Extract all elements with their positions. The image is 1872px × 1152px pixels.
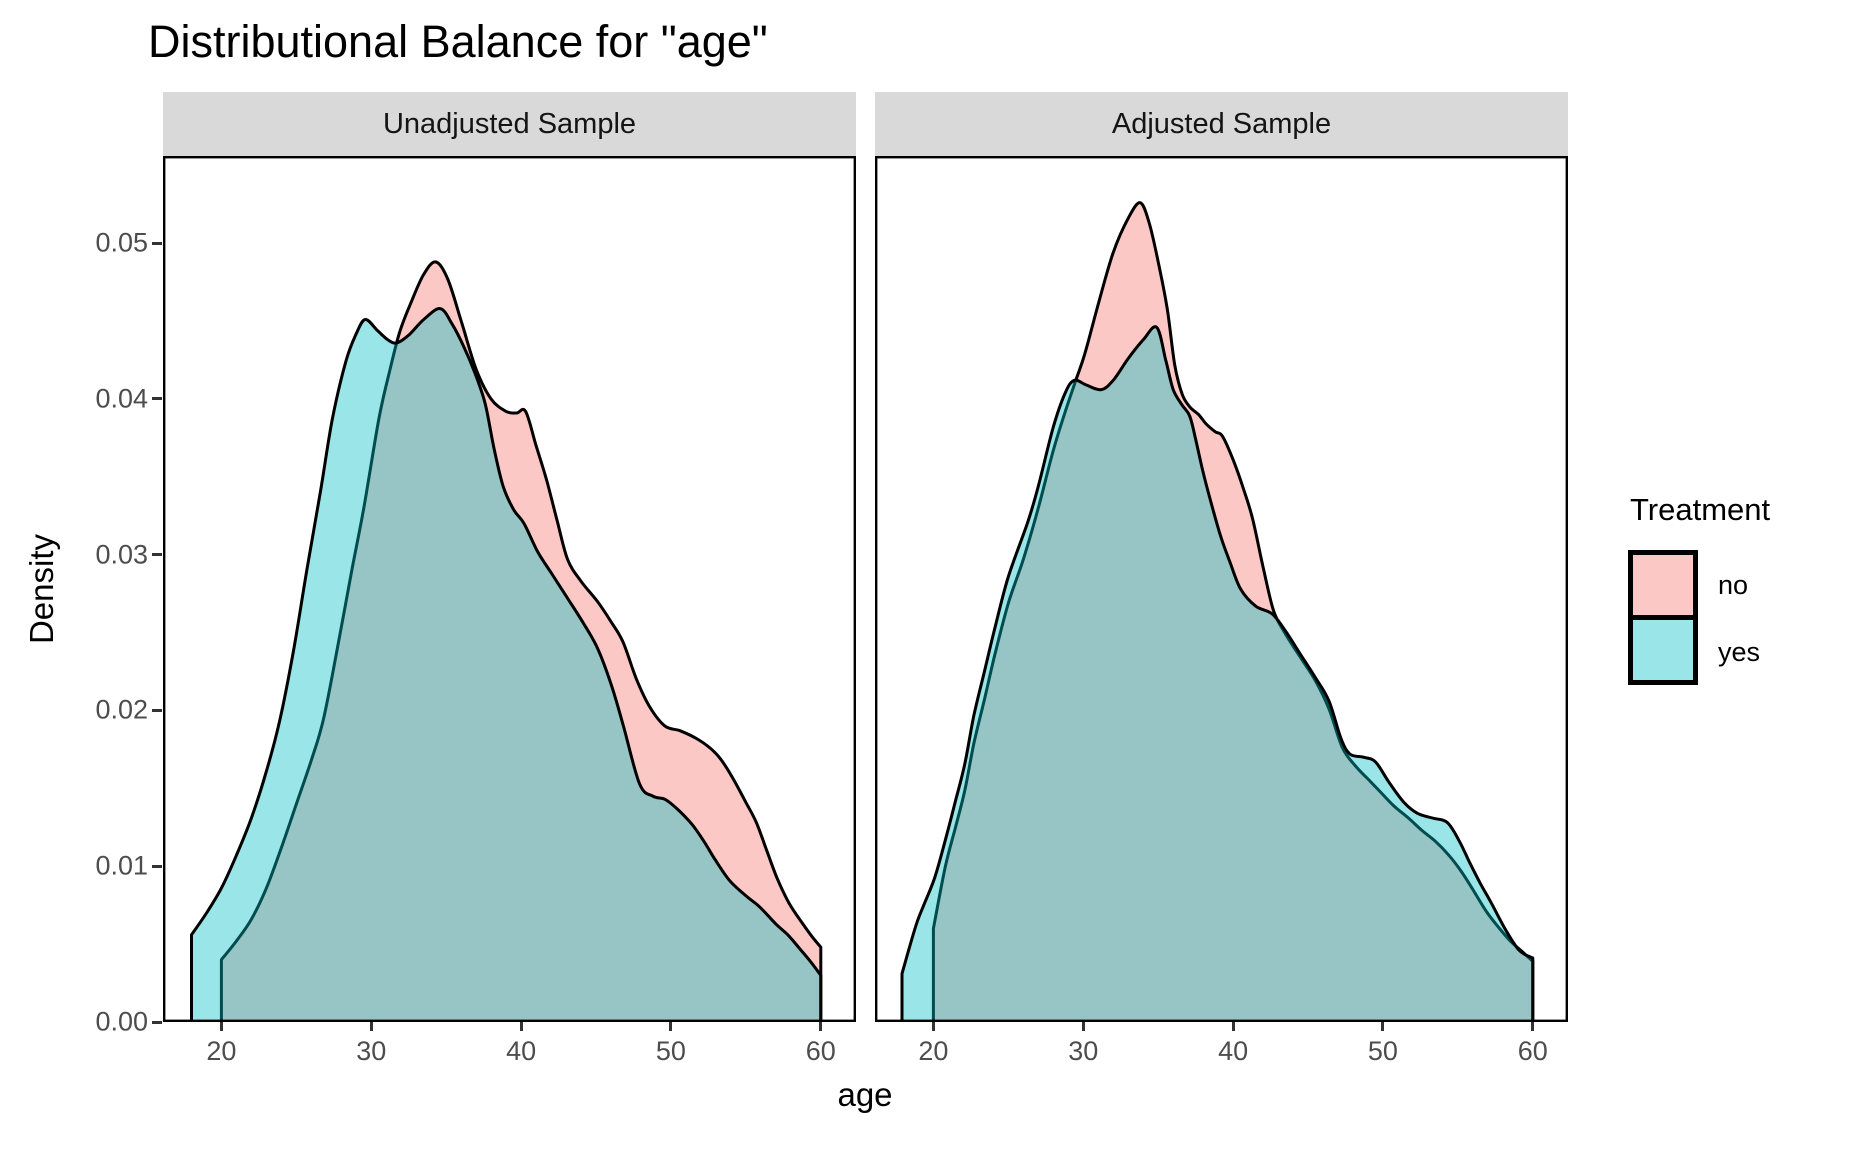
density-plot-svg: [163, 156, 856, 1022]
legend-item-no: no: [1628, 550, 1770, 620]
legend-title: Treatment: [1630, 492, 1771, 527]
x-tick-label: 60: [1517, 1036, 1548, 1066]
x-tick-mark: [519, 1022, 523, 1031]
y-tick-label: 0.03: [95, 539, 148, 570]
y-tick-label: 0.04: [95, 383, 148, 414]
y-tick-label: 0.01: [95, 850, 148, 881]
x-tick-label: 50: [655, 1036, 686, 1066]
legend-label: yes: [1718, 637, 1761, 667]
density-panel-adjusted: [875, 156, 1568, 1022]
density-plot-svg: [875, 156, 1568, 1022]
y-tick-label: 0.00: [95, 1006, 148, 1037]
density-area-yes: [190, 307, 823, 1022]
x-tick-mark: [669, 1022, 673, 1031]
y-tick-label: 0.02: [95, 694, 148, 725]
legend-swatch-no: [1628, 550, 1698, 620]
y-tick-mark: [152, 864, 162, 868]
facet-strip-unadjusted: Unadjusted Sample: [163, 92, 856, 156]
x-axis-title: age: [837, 1076, 893, 1113]
x-tick-label: 50: [1367, 1036, 1398, 1066]
legend-swatch-yes: [1628, 615, 1698, 685]
x-tick-label: 60: [805, 1036, 836, 1066]
y-tick-mark: [152, 1020, 162, 1024]
facet-strip-adjusted: Adjusted Sample: [875, 92, 1568, 156]
y-tick-mark: [152, 708, 162, 712]
legend-label: no: [1718, 569, 1749, 600]
x-tick-mark: [219, 1022, 223, 1031]
x-tick-label: 20: [918, 1036, 949, 1066]
x-tick-label: 30: [356, 1036, 387, 1066]
density-area-yes: [900, 325, 1535, 1022]
y-tick-mark: [152, 553, 162, 557]
density-area-no: [931, 201, 1535, 1022]
panel-border: [163, 156, 856, 1022]
x-tick-mark: [1081, 1022, 1085, 1031]
plot-title: Distributional Balance for "age": [148, 16, 768, 67]
y-tick-mark: [152, 241, 162, 245]
y-tick-mark: [152, 397, 162, 401]
x-tick-label: 40: [506, 1036, 537, 1066]
legend-item-yes: yes: [1628, 615, 1770, 685]
y-tick-label: 0.05: [95, 227, 148, 258]
density-area-no: [219, 260, 823, 1022]
facet-strip-label: Unadjusted Sample: [382, 107, 637, 140]
x-tick-mark: [369, 1022, 373, 1031]
x-tick-mark: [1531, 1022, 1535, 1031]
panel-border: [875, 156, 1568, 1022]
x-tick-mark: [819, 1022, 823, 1031]
x-tick-label: 40: [1218, 1036, 1249, 1066]
x-tick-label: 20: [206, 1036, 237, 1066]
y-axis-title: Density: [23, 533, 60, 645]
legend: Treatment no yes: [1628, 492, 1770, 685]
facet-strip-label: Adjusted Sample: [1111, 107, 1332, 140]
density-panel-unadjusted: [163, 156, 856, 1022]
x-tick-mark: [931, 1022, 935, 1031]
x-tick-mark: [1231, 1022, 1235, 1031]
x-tick-mark: [1381, 1022, 1385, 1031]
x-tick-label: 30: [1068, 1036, 1099, 1066]
